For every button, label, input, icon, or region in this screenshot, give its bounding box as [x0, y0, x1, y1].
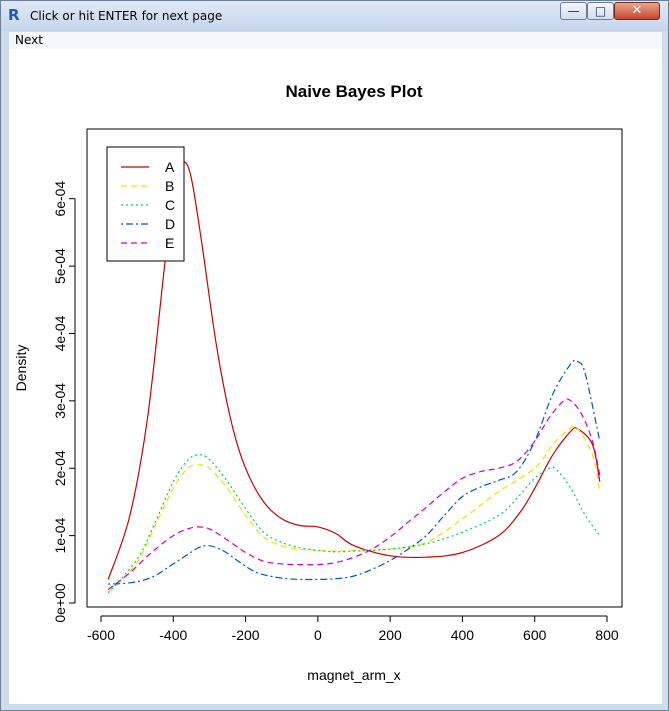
x-tick-label: 800	[595, 627, 619, 643]
minimize-button[interactable]: —	[560, 2, 587, 20]
chart-title: Naive Bayes Plot	[285, 82, 422, 101]
legend-label: B	[165, 178, 174, 194]
series-line-d	[108, 359, 601, 585]
x-axis-label: magnet_arm_x	[307, 667, 400, 683]
title-bar[interactable]: R Click or hit ENTER for next page — □ ✕	[1, 1, 668, 31]
y-tick-label: 1e-04	[52, 518, 68, 554]
menu-bar: Next	[9, 32, 662, 50]
plot-frame	[86, 128, 623, 608]
r-logo-icon: R	[8, 6, 20, 24]
legend-label: D	[165, 216, 175, 232]
plot-canvas: Naive Bayes Plot -600 -400 -200 0 200 400 600 8…	[9, 49, 662, 704]
maximize-icon: □	[594, 4, 607, 18]
legend-label: A	[165, 159, 175, 175]
x-tick-label: -600	[87, 627, 115, 643]
series-line-e	[107, 398, 601, 590]
y-tick-label: 2e-04	[52, 450, 68, 486]
legend-label: C	[165, 197, 175, 213]
maximize-button[interactable]: □	[587, 2, 614, 20]
x-tick-label: 200	[378, 627, 402, 643]
x-tick-label: 600	[523, 627, 547, 643]
axes: -600 -400 -200 0 200 400 600 800 0e+00 1e-04 2e-04…	[52, 181, 619, 643]
x-tick-label: -200	[232, 627, 260, 643]
window-title: Click or hit ENTER for next page	[30, 9, 223, 23]
y-tick-label: 4e-04	[52, 315, 68, 351]
y-tick-label: 6e-04	[52, 181, 68, 217]
y-axis-label: Density	[13, 345, 29, 392]
minimize-icon: —	[567, 4, 580, 18]
y-tick-label: 3e-04	[52, 383, 68, 419]
series-line-b	[107, 425, 601, 594]
close-button[interactable]: ✕	[614, 2, 660, 20]
naive-bayes-chart: Naive Bayes Plot -600 -400 -200 0 200 400 600 8…	[13, 82, 623, 683]
y-tick-label: 5e-04	[52, 248, 68, 284]
x-tick-label: -400	[159, 627, 187, 643]
menu-next[interactable]: Next	[15, 33, 43, 47]
x-tick-label: 400	[451, 627, 475, 643]
x-tick-label: 0	[314, 627, 322, 643]
close-icon: ✕	[631, 3, 643, 18]
y-tick-label: 0e+00	[52, 583, 68, 623]
legend-box	[106, 146, 185, 262]
legend-label: E	[165, 235, 174, 251]
